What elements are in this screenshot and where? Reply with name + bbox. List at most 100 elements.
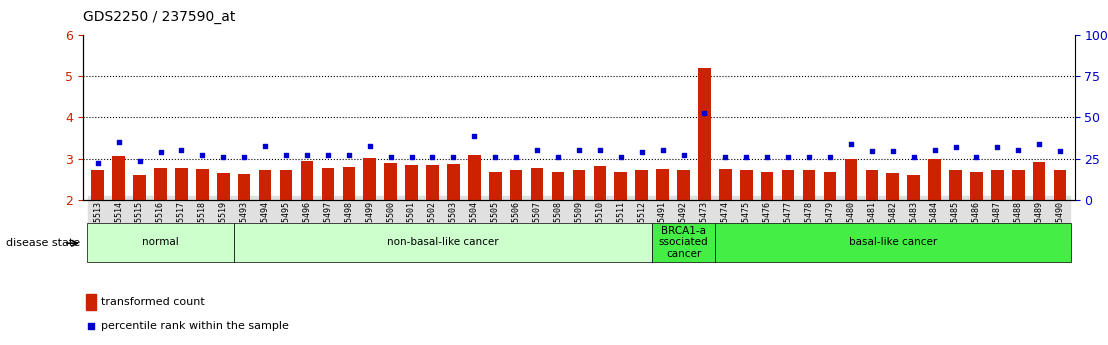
Point (1030, 141, 1048, 147)
Bar (363, 158, 376, 200)
Point (82, 323, 100, 329)
Bar (715, 223, 1070, 262)
Point (1051, 148, 1069, 154)
Point (277, 152, 295, 158)
Point (863, 148, 881, 154)
Bar (573, 170, 585, 200)
Bar (698, 68, 710, 200)
Point (173, 148, 191, 153)
Bar (342, 167, 355, 200)
Bar (677, 170, 690, 200)
Point (465, 133, 483, 139)
Point (550, 154, 567, 159)
Bar (719, 169, 731, 200)
Bar (510, 170, 523, 200)
Bar (92, 170, 104, 200)
Bar (133, 175, 146, 200)
Point (256, 144, 274, 149)
Point (110, 139, 127, 145)
Bar (740, 170, 752, 200)
Bar (259, 170, 271, 200)
Bar (1054, 170, 1066, 200)
Text: non-basal-like cancer: non-basal-like cancer (387, 237, 499, 247)
Point (633, 150, 650, 155)
Bar (991, 170, 1004, 200)
Bar (86, 294, 95, 309)
Bar (448, 164, 460, 200)
Point (717, 154, 735, 159)
Point (444, 154, 462, 159)
Point (361, 144, 379, 149)
Point (131, 158, 148, 164)
Bar (175, 168, 187, 200)
Bar (234, 223, 653, 262)
Bar (950, 170, 962, 200)
Point (152, 150, 170, 155)
Bar (427, 165, 439, 200)
Point (696, 110, 714, 116)
Point (507, 154, 525, 159)
Point (779, 154, 797, 159)
Point (194, 152, 212, 158)
Bar (196, 169, 208, 200)
Bar (907, 175, 920, 200)
Bar (552, 172, 564, 200)
Bar (88, 223, 234, 262)
Point (591, 148, 608, 153)
Point (758, 154, 776, 159)
Point (738, 154, 756, 159)
Bar (782, 170, 794, 200)
Bar (635, 170, 648, 200)
Bar (656, 169, 669, 200)
Point (319, 152, 337, 158)
Bar (321, 168, 335, 200)
Bar (653, 223, 715, 262)
Point (988, 144, 1006, 150)
Point (946, 144, 964, 150)
Point (654, 148, 671, 153)
Bar (1033, 162, 1046, 200)
Point (486, 154, 504, 159)
Bar (761, 172, 773, 200)
Bar (594, 166, 606, 200)
Bar (1012, 170, 1025, 200)
Point (905, 154, 923, 159)
Text: percentile rank within the sample: percentile rank within the sample (101, 321, 289, 331)
Point (800, 154, 818, 159)
Text: basal-like cancer: basal-like cancer (849, 237, 937, 247)
Bar (279, 170, 293, 200)
Bar (803, 170, 815, 200)
Point (423, 154, 441, 159)
Text: transformed count: transformed count (101, 297, 205, 307)
Point (925, 147, 943, 152)
Text: normal: normal (142, 237, 178, 247)
Point (675, 152, 692, 157)
Bar (886, 173, 899, 200)
Bar (384, 163, 397, 200)
Point (298, 152, 316, 158)
Bar (844, 159, 858, 200)
Bar (112, 156, 125, 200)
Point (842, 141, 860, 147)
Bar (615, 172, 627, 200)
Bar (971, 172, 983, 200)
Point (235, 154, 253, 159)
Bar (489, 172, 502, 200)
Point (529, 148, 546, 153)
Point (570, 148, 587, 153)
Bar (238, 175, 250, 200)
Text: disease state: disease state (6, 238, 80, 248)
Bar (929, 159, 941, 200)
Point (821, 154, 839, 159)
Bar (300, 161, 314, 200)
Point (215, 154, 233, 159)
Bar (154, 168, 167, 200)
Text: BRCA1-a
ssociated
cancer: BRCA1-a ssociated cancer (659, 226, 708, 259)
Bar (217, 173, 229, 200)
Bar (468, 155, 481, 200)
Point (89, 160, 106, 166)
Text: GDS2250 / 237590_at: GDS2250 / 237590_at (83, 10, 236, 24)
Point (967, 154, 985, 159)
Point (1009, 147, 1027, 152)
Point (612, 154, 629, 159)
